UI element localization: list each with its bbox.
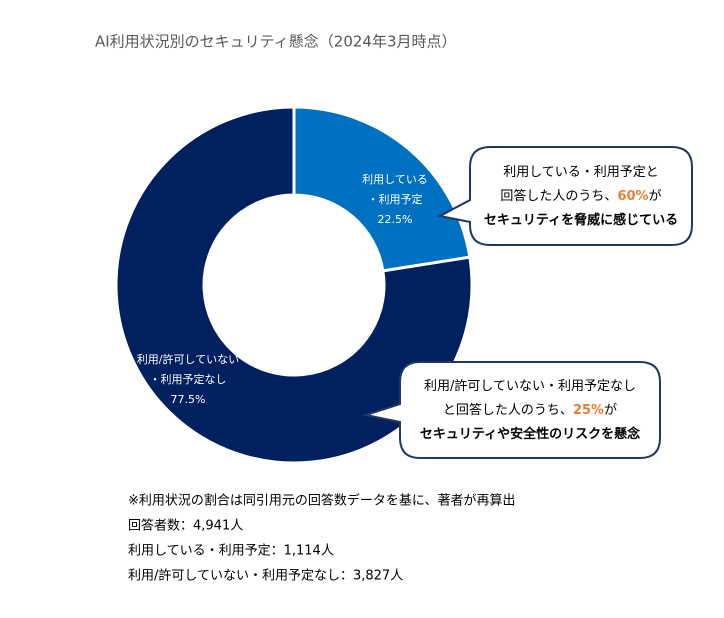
donut-slice [114,105,474,465]
callout-segment: 25% [573,403,604,418]
callouts: 利用している・利用予定と回答した人のうち、60%がセキュリティを脅威に感じている… [420,165,678,442]
slice-label: 利用/許可していない [137,353,239,366]
callout-text: セキュリティや安全性のリスクを懸念 [420,426,640,442]
callout-segment: が [649,189,662,204]
notes: ※利用状況の割合は同引用元の回答数データを基に、著者が再算出回答者数：4,941… [128,493,516,584]
callout-segment: 60% [617,189,648,204]
donut-slice [292,105,472,273]
callout-segment: が [604,403,617,418]
callout-text: と回答した人のうち、25%が [443,402,617,418]
callout-text: 回答した人のうち、60%が [500,188,661,204]
chart-title: AI利用状況別のセキュリティ懸念（2024年3月時点） [95,33,457,51]
callout-box [362,361,661,459]
donut: 利用している・利用予定 22.5% 利用/許可していない・利用予定なし 77.5% [114,105,474,465]
callout-segment: 利用/許可していない・利用予定なし [424,379,636,394]
callout-text: 利用している・利用予定と [503,165,659,180]
callout-segment: セキュリティを脅威に感じている [484,212,678,228]
slice-value-label: 77.5% [171,393,206,406]
note: 回答者数：4,941人 [128,518,243,534]
slice-label: 利用している [362,173,428,186]
note: ※利用状況の割合は同引用元の回答数データを基に、著者が再算出 [128,493,516,509]
slice-value-label: 22.5% [378,213,413,226]
callout-segment: セキュリティや安全性のリスクを懸念 [420,426,640,442]
callout-box [437,146,693,246]
callout-segment: 回答した人のうち、 [500,188,617,204]
callout-segment: と回答した人のうち、 [443,402,573,418]
callout-segment: 利用している・利用予定と [503,165,659,180]
slice-label: ・利用予定なし [150,372,227,386]
callout-text: セキュリティを脅威に感じている [484,212,678,228]
slice-label: ・利用予定 [368,192,423,206]
callout-text: 利用/許可していない・利用予定なし [424,379,636,394]
note: 利用/許可していない・利用予定なし：3,827人 [128,569,403,584]
note: 利用している・利用予定：1,114人 [128,544,334,559]
